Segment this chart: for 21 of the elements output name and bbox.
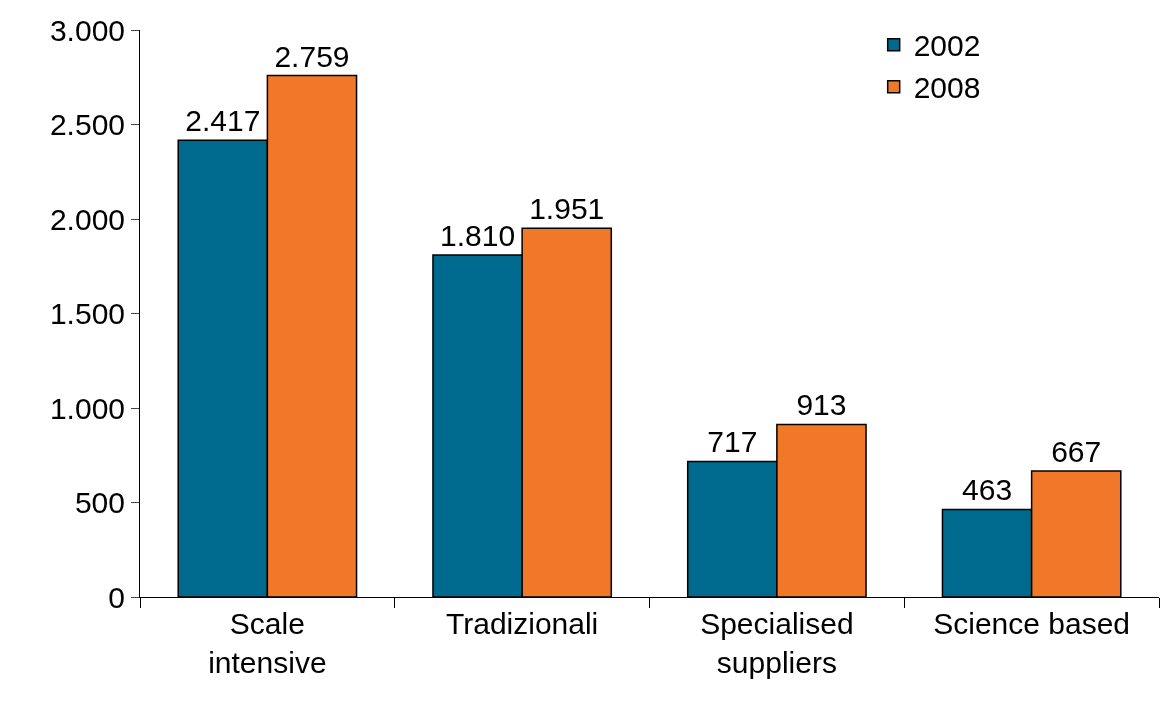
y-tick-label: 2.500 <box>49 108 125 141</box>
data-label: 717 <box>707 425 758 459</box>
legend-label: 2002 <box>913 29 981 63</box>
data-label: 463 <box>962 473 1013 507</box>
x-tick-label: Scale intensive <box>208 607 327 679</box>
y-tick-label: 500 <box>74 486 125 519</box>
legend-label: 2008 <box>913 71 981 105</box>
data-label: 2.417 <box>185 104 261 138</box>
data-label: 2.759 <box>274 39 350 73</box>
y-tick-label: 2.000 <box>49 202 125 236</box>
y-tick-label: 0 <box>108 580 125 614</box>
y-tick-label: 1.000 <box>49 391 125 425</box>
y-tick-label: 3.000 <box>49 13 125 47</box>
data-label: 1.810 <box>440 218 516 252</box>
x-tick-label: Tradizionali <box>445 607 599 640</box>
x-tick-label: Specialised suppliers <box>700 607 854 679</box>
data-label: 913 <box>796 388 847 422</box>
y-tick-label: 1.500 <box>49 297 125 330</box>
x-tick-label: Science based <box>933 607 1131 640</box>
data-label: 667 <box>1051 434 1102 468</box>
data-label: 1.951 <box>529 192 605 226</box>
